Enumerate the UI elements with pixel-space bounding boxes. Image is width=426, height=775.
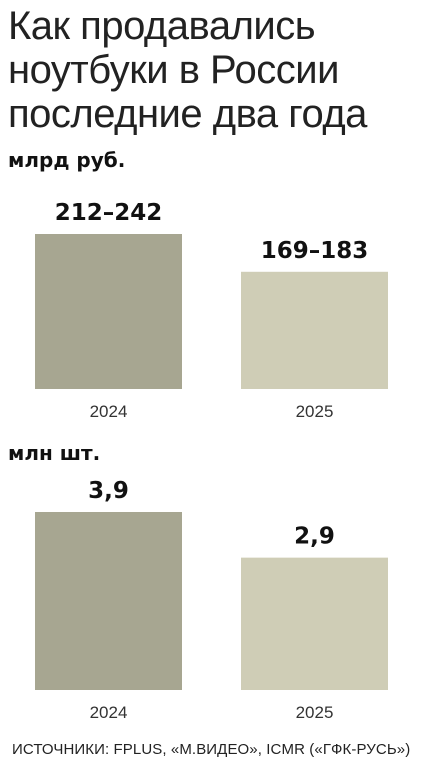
category-label-2024: 2024 xyxy=(90,402,128,421)
bar-2024 xyxy=(35,234,182,389)
category-label-2025: 2025 xyxy=(296,703,334,722)
bar-2025 xyxy=(241,557,388,690)
source-note: ИСТОЧНИКИ: FPLUS, «М.ВИДЕО», ICMR («ГФК-… xyxy=(12,741,411,758)
units-chart: 3,9 2024 2,9 2025 xyxy=(35,478,388,722)
bar-2025 xyxy=(241,271,388,389)
value-label-2025: 169–183 xyxy=(261,238,369,264)
chart-title: Как продавались ноутбуки в России послед… xyxy=(8,4,367,136)
category-label-2025: 2025 xyxy=(296,402,334,421)
value-label-2024: 3,9 xyxy=(88,478,129,504)
category-label-2024: 2024 xyxy=(90,703,128,722)
revenue-chart: 212–242 2024 169–183 2025 xyxy=(35,200,388,421)
bar-2024 xyxy=(35,512,182,690)
value-label-2024: 212–242 xyxy=(55,200,163,226)
unit-label-units: млн шт. xyxy=(8,441,101,465)
unit-label-revenue: млрд руб. xyxy=(8,148,126,172)
value-label-2025: 2,9 xyxy=(294,524,335,550)
